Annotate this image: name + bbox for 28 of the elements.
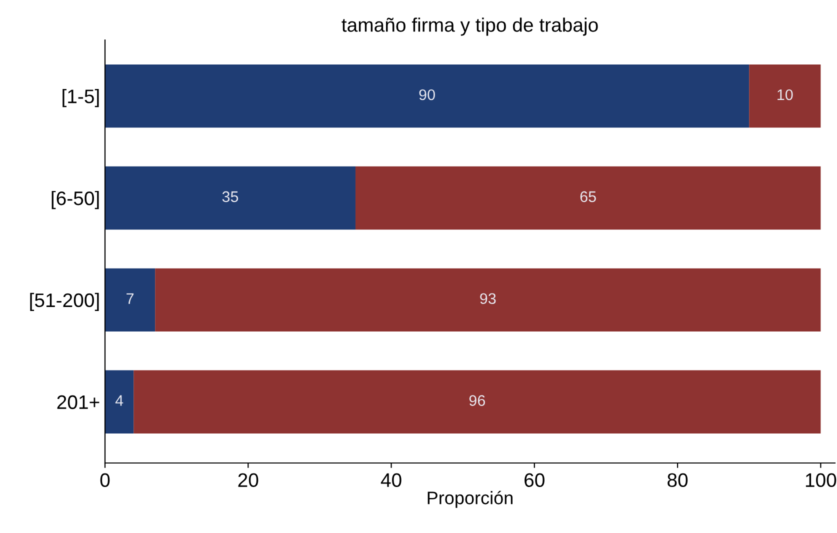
- chart-title: tamaño firma y tipo de trabajo: [342, 18, 598, 36]
- data-label: 90: [419, 89, 435, 100]
- bar: [105, 166, 356, 230]
- x-tick-label: 80: [668, 473, 688, 488]
- data-label: 7: [126, 293, 134, 304]
- data-label: 96: [469, 395, 485, 406]
- y-tick-label: 201+: [57, 395, 100, 410]
- data-label: 35: [222, 191, 238, 202]
- bar: [155, 268, 821, 332]
- data-label: 93: [480, 293, 496, 304]
- x-tick-label: 60: [524, 473, 544, 488]
- data-label: 65: [580, 191, 596, 202]
- bar: [355, 166, 821, 230]
- y-tick-label: [6-50]: [52, 190, 99, 210]
- y-tick-label: [1-5]: [62, 89, 99, 108]
- bar: [134, 370, 821, 434]
- data-label: 10: [778, 89, 793, 100]
- x-axis-title: Proporción: [428, 490, 512, 508]
- bar: [105, 64, 750, 128]
- bar: [105, 268, 156, 332]
- data-label: 4: [115, 395, 124, 406]
- x-tick-label: 20: [238, 473, 258, 488]
- x-tick-label: 100: [806, 473, 836, 488]
- y-tick-label: [51-200]: [30, 292, 99, 311]
- x-tick-label: 40: [380, 473, 402, 488]
- x-tick-label: 0: [100, 473, 110, 488]
- bar: [749, 64, 821, 128]
- bar: [105, 370, 134, 434]
